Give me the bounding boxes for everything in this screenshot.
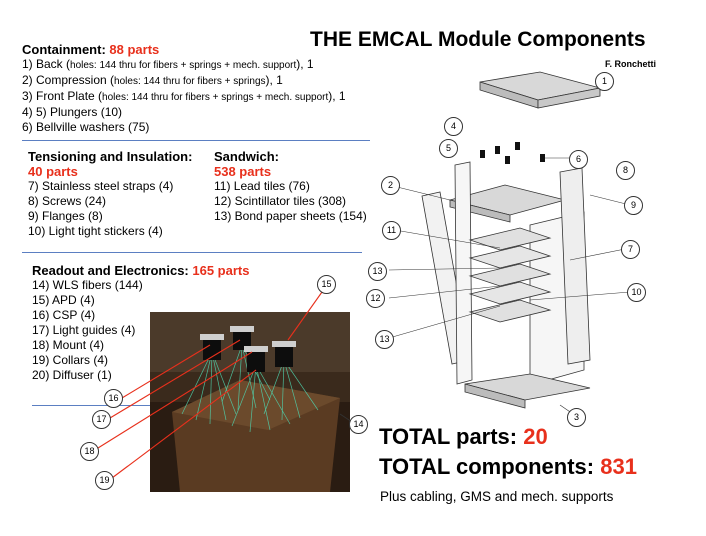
callout-17: 17 <box>92 410 111 429</box>
item-tail: ), 1 <box>265 73 283 87</box>
list-item: 18) Mount (4) <box>32 338 105 352</box>
callout-10: 10 <box>627 283 646 302</box>
callout-15: 15 <box>317 275 336 294</box>
callout-5: 5 <box>439 139 458 158</box>
list-item: 10) Light tight stickers (4) <box>28 224 163 238</box>
item-tail: ), 1 <box>328 89 346 103</box>
list-item: 12) Scintillator tiles (308) <box>214 194 347 208</box>
total-components: TOTAL components: 831 <box>379 454 637 480</box>
item-note: holes: 144 thru for fibers + springs + m… <box>102 92 329 103</box>
callout-1: 1 <box>595 72 614 91</box>
readout-section: Readout and Electronics: 165 parts 14) W… <box>32 263 249 383</box>
callout-19: 19 <box>95 471 114 490</box>
containment-section: Containment: 88 parts 1) Back (holes: 14… <box>22 42 346 135</box>
total-components-label: TOTAL components: <box>379 454 601 479</box>
callout-13b: 13 <box>375 330 394 349</box>
list-item: 8) Screws (24) <box>28 194 107 208</box>
containment-item: 1) Back (holes: 144 thru for fibers + sp… <box>22 57 346 73</box>
item-tail: ), 1 <box>296 57 314 71</box>
callout-2: 2 <box>381 176 400 195</box>
sandwich-heading: Sandwich: <box>214 149 280 164</box>
containment-item: 4) 5) Plungers (10) <box>22 105 123 119</box>
list-item: 15) APD (4) <box>32 293 95 307</box>
containment-heading: Containment: 88 parts <box>22 42 346 57</box>
list-item: 19) Collars (4) <box>32 353 109 367</box>
list-item: 20) Diffuser (1) <box>32 368 112 382</box>
item-note: holes: 144 thru for fibers + springs + m… <box>70 60 297 71</box>
callout-13a: 13 <box>368 262 387 281</box>
separator <box>22 140 370 141</box>
containment-count: 88 parts <box>109 42 160 57</box>
readout-heading: Readout and Electronics: 165 parts <box>32 263 249 278</box>
callout-11: 11 <box>382 221 401 240</box>
total-parts-label: TOTAL parts: <box>379 424 524 449</box>
item-lead: 3) Front Plate ( <box>22 89 103 103</box>
callout-7: 7 <box>621 240 640 259</box>
separator <box>32 405 150 406</box>
callout-18: 18 <box>80 442 99 461</box>
list-item: 11) Lead tiles (76) <box>214 179 310 193</box>
readout-count: 165 parts <box>192 263 250 278</box>
callout-12: 12 <box>366 289 385 308</box>
tensioning-count: 40 parts <box>28 164 78 179</box>
totals-note: Plus cabling, GMS and mech. supports <box>380 489 614 504</box>
total-parts: TOTAL parts: 20 <box>379 424 548 450</box>
list-item: 14) WLS fibers (144) <box>32 278 143 292</box>
list-item: 9) Flanges (8) <box>28 209 103 223</box>
sandwich-section: Sandwich: 538 parts 11) Lead tiles (76) … <box>214 149 367 224</box>
readout-heading-label: Readout and Electronics: <box>32 263 189 278</box>
separator <box>22 252 362 253</box>
item-lead: 1) Back ( <box>22 57 71 71</box>
item-note: holes: 144 thru for fibers + springs <box>114 76 266 87</box>
list-item: 16) CSP (4) <box>32 308 96 322</box>
callout-3: 3 <box>567 408 586 427</box>
page-title: THE EMCAL Module Components <box>310 28 646 51</box>
callout-14: 14 <box>349 415 368 434</box>
callout-6: 6 <box>569 150 588 169</box>
item-lead: 2) Compression ( <box>22 73 115 87</box>
total-parts-value: 20 <box>523 424 548 449</box>
list-item: 13) Bond paper sheets (154) <box>214 209 367 223</box>
total-components-value: 831 <box>600 454 637 479</box>
containment-heading-label: Containment: <box>22 42 106 57</box>
containment-item: 6) Bellville washers (75) <box>22 120 150 134</box>
tensioning-heading: Tensioning and Insulation: <box>28 149 193 164</box>
callout-8: 8 <box>616 161 635 180</box>
callout-16: 16 <box>104 389 123 408</box>
list-item: 7) Stainless steel straps (4) <box>28 179 174 193</box>
tensioning-section: Tensioning and Insulation: 40 parts 7) S… <box>28 149 192 239</box>
list-item: 17) Light guides (4) <box>32 323 136 337</box>
author-credit: F. Ronchetti <box>605 59 656 69</box>
callout-9: 9 <box>624 196 643 215</box>
containment-item: 3) Front Plate (holes: 144 thru for fibe… <box>22 89 346 105</box>
sandwich-count: 538 parts <box>214 164 272 179</box>
callout-4: 4 <box>444 117 463 136</box>
containment-item: 2) Compression (holes: 144 thru for fibe… <box>22 73 346 89</box>
